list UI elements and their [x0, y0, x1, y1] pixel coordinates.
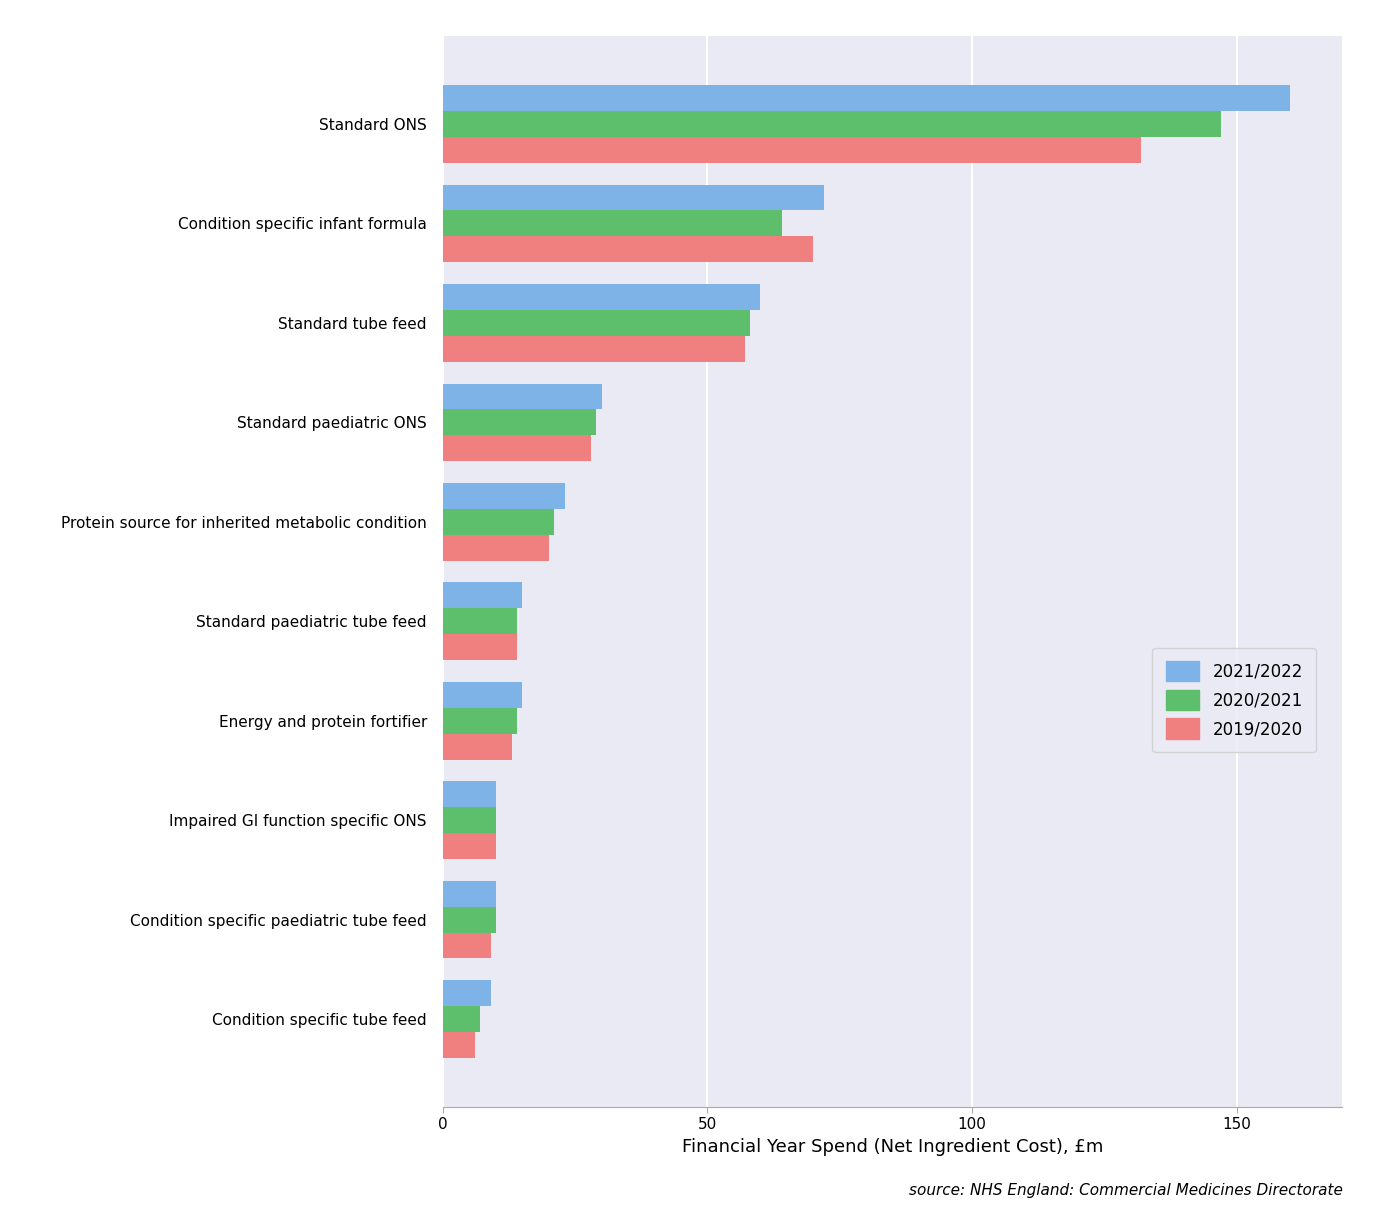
Bar [443, 635, 518, 660]
Bar [443, 535, 548, 561]
Bar [443, 483, 565, 508]
Text: source: NHS England: Commercial Medicines Directorate: source: NHS England: Commercial Medicine… [909, 1183, 1342, 1198]
Legend: 2021/2022, 2020/2021, 2019/2020: 2021/2022, 2020/2021, 2019/2020 [1153, 648, 1316, 753]
Bar [443, 880, 495, 907]
Bar [443, 682, 522, 708]
Bar [443, 733, 512, 760]
Bar [443, 1006, 480, 1032]
Bar [443, 608, 518, 635]
Bar [443, 410, 597, 435]
Bar [443, 435, 591, 461]
Bar [443, 336, 745, 361]
Bar [443, 708, 518, 733]
Bar [443, 185, 823, 210]
Bar [443, 782, 495, 807]
Bar [443, 85, 1290, 111]
Bar [443, 310, 750, 336]
Bar [443, 508, 554, 535]
Bar [443, 807, 495, 833]
Bar [443, 111, 1221, 137]
Bar [443, 236, 814, 263]
Bar [443, 907, 495, 933]
Bar [443, 980, 490, 1006]
Bar [443, 137, 1142, 163]
Bar [443, 210, 782, 236]
Bar [443, 383, 602, 410]
Bar [443, 833, 495, 858]
Bar [443, 933, 490, 958]
Bar [443, 1032, 475, 1058]
Bar [443, 285, 760, 310]
Bar [443, 582, 522, 608]
X-axis label: Financial Year Spend (Net Ingredient Cost), £m: Financial Year Spend (Net Ingredient Cos… [682, 1137, 1103, 1155]
